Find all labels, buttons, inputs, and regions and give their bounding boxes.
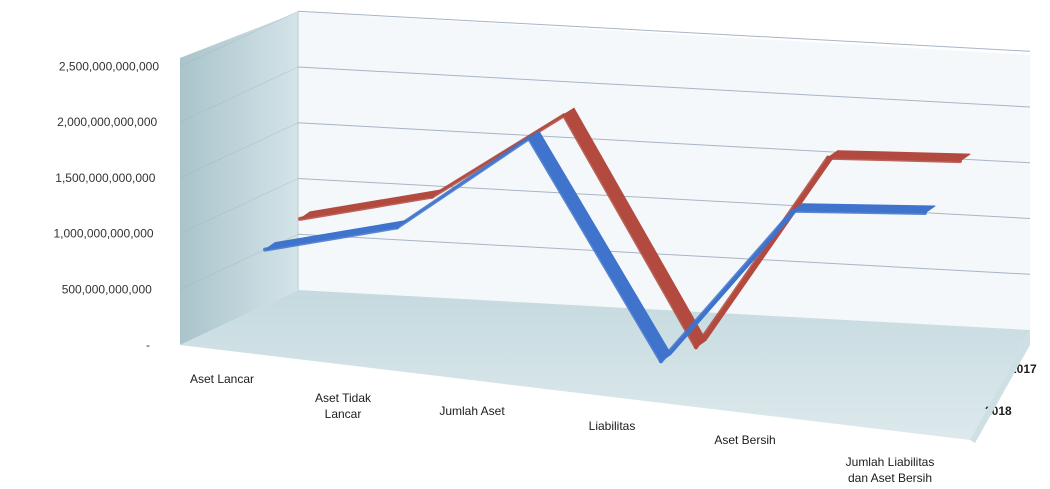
category-label: Jumlah Liabilitas dan Aset Bersih [846, 455, 935, 485]
series-2017 [298, 107, 971, 350]
y-tick-label: 2,500,000,000,000 [59, 59, 159, 73]
series-segment-edge [527, 136, 663, 364]
chart-floor [180, 290, 1030, 440]
side-gridline [179, 122, 299, 179]
depth-wall [970, 330, 1030, 443]
category-label: Aset Bersih [714, 433, 775, 447]
series-segment-edge [395, 136, 531, 230]
gridline [297, 66, 1031, 108]
side-gridline [179, 66, 299, 123]
category-label: Aset Tidak Lancar [315, 391, 372, 421]
series-segment-edge [263, 225, 399, 252]
series-segment-edge [298, 194, 434, 221]
x-axis-categories: Aset Lancar Aset Tidak Lancar Jumlah Aset Li… [190, 372, 934, 485]
category-label: Jumlah Aset [439, 404, 505, 418]
gridlines [179, 10, 1031, 290]
y-axis-ticks: - 500,000,000,000 1,000,000,000,000 1,500,0… [53, 59, 159, 352]
series-segment-edge [659, 208, 795, 364]
y-tick-label: 500,000,000,000 [62, 282, 152, 296]
side-gridline [179, 178, 299, 234]
y-tick-label: - [146, 338, 150, 352]
side-gridline [179, 11, 299, 67]
series-2018 [263, 130, 936, 364]
series-segment-edge [826, 155, 962, 164]
series-segment-edge [430, 113, 566, 199]
y-tick-label: 2,000,000,000,000 [57, 115, 157, 129]
series-segment-edge [562, 113, 698, 350]
side-wall [180, 12, 298, 345]
series-layer [263, 107, 971, 364]
back-wall [298, 12, 1030, 330]
gridline [297, 233, 1031, 275]
gridline [297, 10, 1031, 52]
series-segment-edge [694, 155, 830, 350]
series-segment-edge [791, 208, 927, 215]
category-label: Liabilitas [589, 419, 636, 433]
y-tick-label: 1,500,000,000,000 [55, 171, 155, 185]
category-label: Aset Lancar [190, 372, 254, 386]
y-tick-label: 1,000,000,000,000 [53, 227, 153, 241]
